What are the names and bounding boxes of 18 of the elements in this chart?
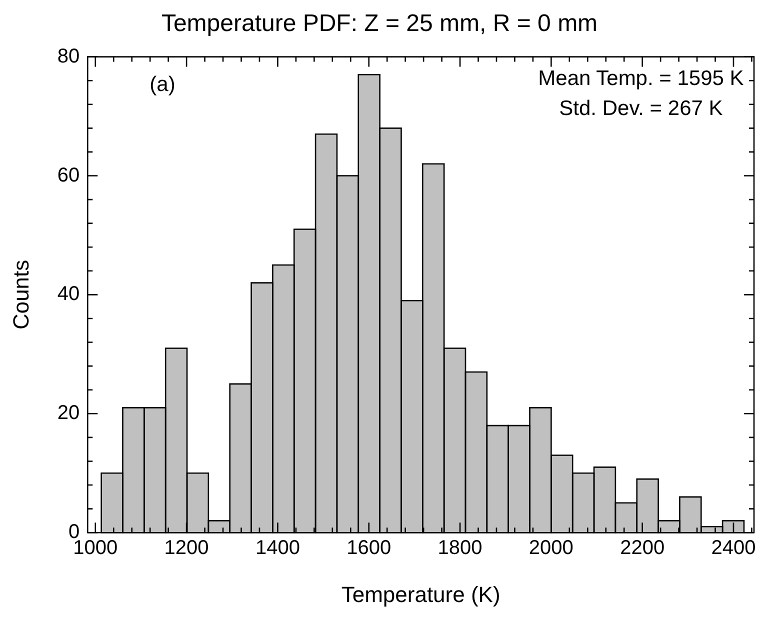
y-tick-label: 60 bbox=[57, 164, 80, 186]
x-tick-label: 2000 bbox=[528, 537, 574, 560]
annotation: (a) bbox=[150, 73, 176, 96]
y-tick-label: 80 bbox=[57, 45, 80, 68]
x-tick-label: 2200 bbox=[620, 537, 665, 560]
x-tick-label: 1000 bbox=[73, 537, 118, 560]
x-tick-label: 1400 bbox=[255, 537, 300, 560]
x-tick-label: 1200 bbox=[164, 537, 209, 560]
x-axis-title: Temperature (K) bbox=[341, 582, 500, 607]
x-tick-label: 2400 bbox=[711, 537, 756, 560]
y-axis-title: Counts bbox=[8, 260, 34, 330]
annotation: Std. Dev. = 267 K bbox=[559, 97, 723, 120]
y-tick-label: 20 bbox=[57, 402, 80, 424]
y-tick-label: 40 bbox=[57, 283, 80, 306]
x-tick-label: 1600 bbox=[346, 537, 392, 560]
chart-title: Temperature PDF: Z = 25 mm, R = 0 mm bbox=[161, 10, 598, 38]
x-tick-label: 1800 bbox=[438, 537, 482, 560]
annotation: Mean Temp. = 1595 K bbox=[538, 67, 744, 90]
